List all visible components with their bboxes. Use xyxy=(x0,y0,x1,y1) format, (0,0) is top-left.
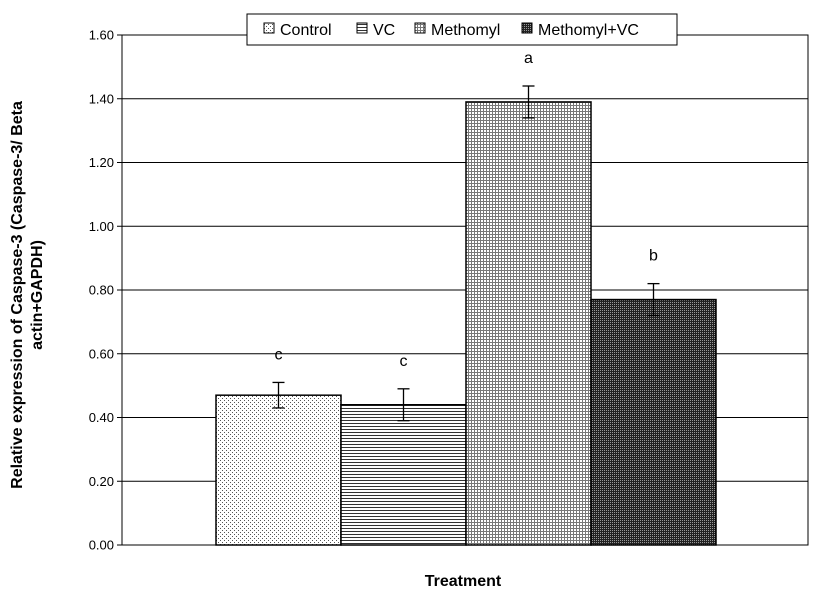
legend-label: Methomyl xyxy=(431,22,500,39)
y-axis-title: Relative expression of Caspase-3 (Caspas… xyxy=(9,101,46,489)
legend-swatch xyxy=(356,22,368,34)
legend-swatch xyxy=(414,22,426,34)
legend-label: VC xyxy=(373,22,395,39)
y-tick-label: 0.60 xyxy=(89,346,114,361)
y-tick-label: 0.00 xyxy=(89,538,114,553)
x-axis-title: Treatment xyxy=(425,573,502,590)
significance-label: a xyxy=(524,50,533,67)
legend-swatch xyxy=(521,22,533,34)
legend-box xyxy=(246,13,678,46)
y-axis-ticks: 0.00 0.20 0.40 0.60 0.80 1.00 1.20 1.40 1.60 xyxy=(89,28,122,553)
legend: Control VC Methomyl Methomyl+VC xyxy=(246,13,678,46)
legend-label: Control xyxy=(280,22,332,39)
bar xyxy=(340,404,467,546)
significance-label: c xyxy=(275,346,283,363)
y-tick-label: 1.40 xyxy=(89,91,114,106)
y-tick-label: 1.00 xyxy=(89,219,114,234)
y-tick-label: 1.20 xyxy=(89,155,114,170)
y-tick-label: 0.20 xyxy=(89,474,114,489)
significance-label: c xyxy=(400,353,408,370)
bar xyxy=(465,101,592,546)
bar xyxy=(590,298,717,546)
y-axis-title-line-2: actin+GAPDH) xyxy=(29,240,46,350)
bars: c c a b xyxy=(215,50,717,546)
y-tick-label: 1.60 xyxy=(89,28,114,43)
y-tick-label: 0.80 xyxy=(89,283,114,298)
legend-label: Methomyl+VC xyxy=(538,22,639,39)
legend-swatch xyxy=(263,22,275,34)
bar xyxy=(215,394,342,546)
significance-label: b xyxy=(649,248,658,265)
y-tick-label: 0.40 xyxy=(89,410,114,425)
y-axis-title-line-1: Relative expression of Caspase-3 (Caspas… xyxy=(9,101,26,489)
